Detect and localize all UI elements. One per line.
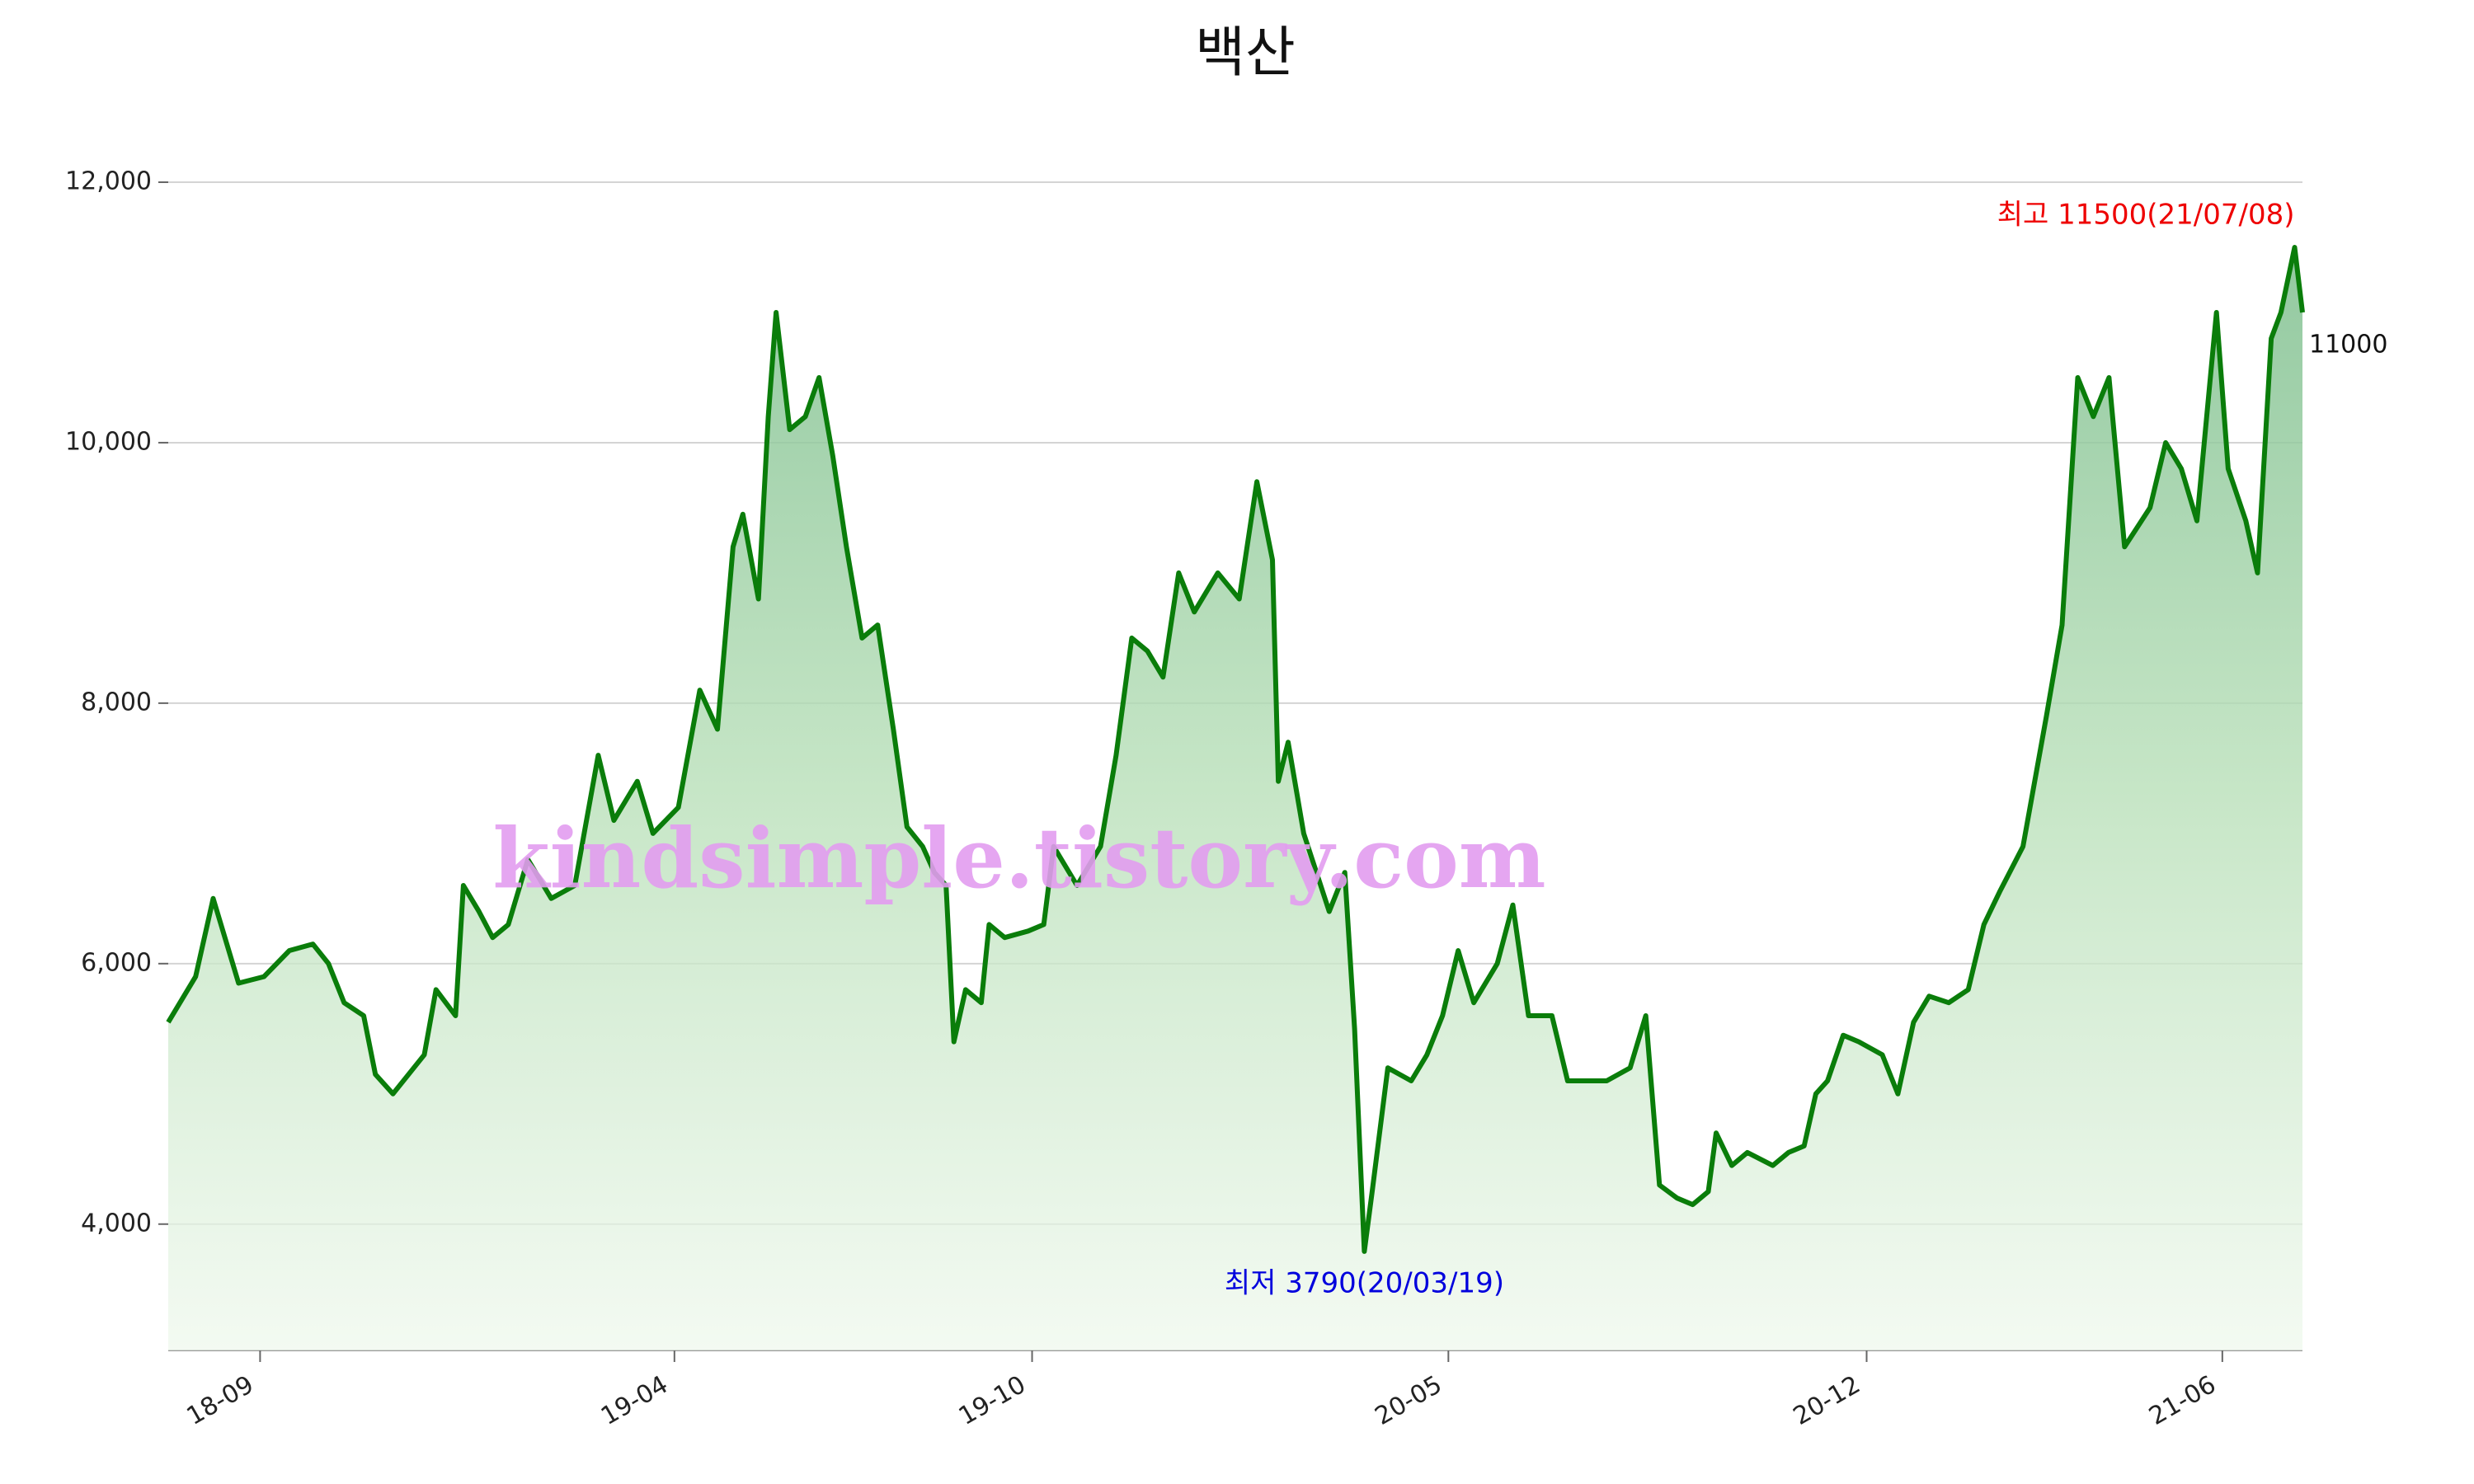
watermark: kindsimple.tistory.com [492,810,1545,907]
y-tick-label: 8,000 [81,688,152,716]
last-value-label: 11000 [2309,330,2387,359]
chart-title: 백산 [1195,21,1295,84]
price-line [166,245,2305,1254]
x-tick-label: 20-05 [1371,1370,1447,1431]
y-tick-label: 12,000 [65,167,152,196]
x-tick-label: 19-10 [954,1370,1031,1431]
area [168,247,2302,1350]
y-tick-label: 10,000 [65,427,152,456]
x-tick-label: 19-04 [596,1370,673,1431]
x-tick-label: 20-12 [1789,1370,1865,1431]
annotation: 최저 3790(20/03/19) [1225,1266,1504,1299]
y-tick-label: 6,000 [81,948,152,977]
annotation: 최고 11500(21/07/08) [1997,198,2295,231]
x-tick-label: 21-06 [2144,1370,2221,1431]
y-tick-label: 4,000 [81,1209,152,1237]
x-tick-label: 18-09 [182,1370,259,1431]
